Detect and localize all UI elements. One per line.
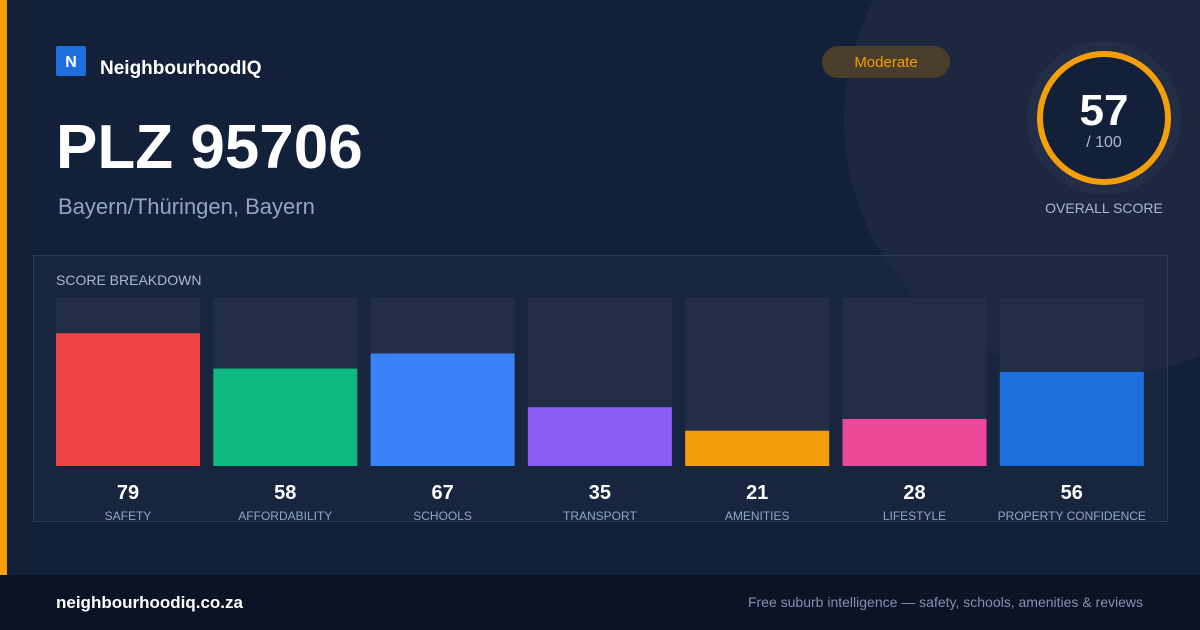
value-label: 21: [746, 482, 768, 504]
category-label: LIFESTYLE: [883, 509, 946, 523]
footer-bar: [0, 575, 1200, 630]
value-label: 67: [431, 482, 453, 504]
category-label: SAFETY: [105, 509, 152, 523]
value-label: 56: [1061, 482, 1083, 504]
value-label: 79: [117, 482, 139, 504]
footer-tagline: Free suburb intelligence — safety, schoo…: [748, 594, 1143, 610]
bar: [56, 333, 200, 466]
accent-stripe: [0, 0, 7, 575]
overall-label: OVERALL SCORE: [1045, 200, 1163, 216]
breakdown-title: SCORE BREAKDOWN: [56, 272, 201, 288]
value-label: 35: [589, 482, 611, 504]
overall-score: 57: [1080, 86, 1129, 135]
bar: [527, 407, 672, 466]
category-label: AFFORDABILITY: [238, 509, 332, 523]
title: PLZ 95706: [56, 113, 363, 182]
subtitle: Bayern/Thüringen, Bayern: [58, 194, 315, 219]
footer-site: neighbourhoodiq.co.za: [56, 593, 244, 612]
badge: Moderate: [854, 54, 917, 71]
category-label: AMENITIES: [725, 509, 790, 523]
bar: [370, 353, 515, 466]
overall-max: / 100: [1086, 134, 1122, 151]
bar: [213, 368, 358, 466]
value-label: 28: [903, 482, 925, 504]
logo-box: [56, 46, 86, 76]
category-label: TRANSPORT: [563, 509, 637, 523]
logo-letter: N: [65, 54, 77, 71]
score-ring: [1037, 51, 1171, 185]
badge-pill: [822, 46, 950, 78]
category-label: PROPERTY CONFIDENCE: [998, 509, 1146, 523]
bar: [685, 430, 830, 466]
category-label: SCHOOLS: [413, 509, 472, 523]
bar: [842, 418, 987, 466]
value-label: 58: [274, 482, 296, 504]
bar-chart: 79 SAFETY 58 AFFORDABILITY 67 SCHOOLS 35 TRANSP…: [56, 298, 1146, 523]
bar: [999, 371, 1144, 466]
brand-name: NeighbourhoodIQ: [100, 58, 261, 79]
